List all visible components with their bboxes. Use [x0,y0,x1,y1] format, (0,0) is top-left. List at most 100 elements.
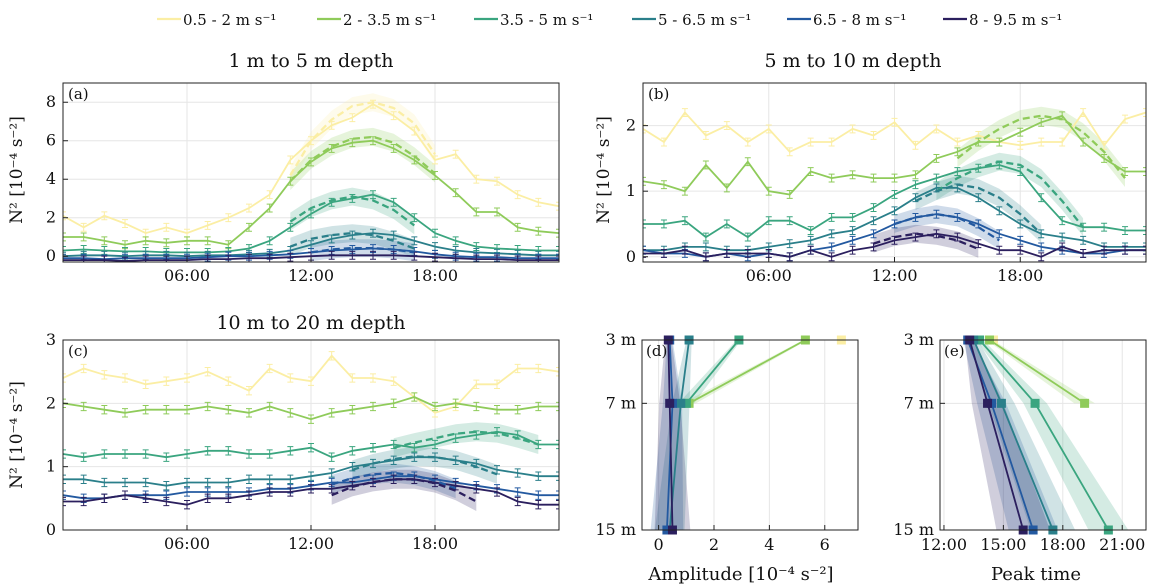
errorbar-5-4 [142,493,149,504]
errorbar-5-5 [744,249,751,258]
ytick-label-1: 7 m [606,393,636,412]
errorbar-2-10 [266,236,273,246]
errorbar-0-7 [204,220,211,230]
errorbar-4-17 [996,229,1003,239]
profile-band-2 [976,340,1129,530]
errorbar-2-21 [494,427,500,437]
errorbar-1-7 [786,190,793,199]
profile-marker-5-1 [983,398,993,408]
errorbar-3-16 [390,455,397,466]
errorbar-0-15 [954,137,961,147]
errorbar-5-9 [246,253,252,262]
errorbar-1-8 [225,404,232,415]
errorbar-5-4 [142,255,149,262]
errorbar-5-2 [681,245,688,255]
errorbar-5-16 [390,474,397,485]
errorbar-4-24 [556,490,559,500]
errorbar-3-15 [370,458,376,469]
errorbar-2-9 [246,449,252,459]
errorbar-0-12 [891,117,898,127]
panel-b-ylabel: N² [10⁻⁴ s⁻²] [594,116,614,224]
errorbar-2-5 [163,452,170,462]
profile-line-1 [688,339,806,405]
errorbar-1-4 [723,183,730,193]
errorbar-1-14 [349,404,356,415]
axes-frame [641,339,859,531]
errorbar-5-1 [80,255,87,262]
errorbar-1-9 [246,408,252,418]
errorbar-3-16 [975,193,982,203]
legend-label-4: 6.5 - 8 m s⁻¹ [813,11,906,29]
errorbar-3-17 [996,206,1003,216]
errorbar-1-18 [432,401,438,412]
errorbar-5-22 [514,255,521,262]
errorbar-5-21 [1080,249,1087,258]
errorbar-2-2 [681,216,688,226]
errorbar-2-18 [432,228,438,238]
errorbar-2-17 [411,442,418,453]
errorbar-5-10 [266,253,273,262]
ytick-label-2: 2 [626,116,636,135]
errorbar-1-19 [452,398,459,409]
errorbar-5-7 [786,252,793,262]
fit-band-0 [290,93,435,185]
errorbar-0-1 [80,363,87,374]
errorbar-1-15 [370,401,376,412]
errorbar-1-13 [328,408,335,418]
fit-line-5 [331,478,477,503]
errorbar-0-4 [142,379,149,390]
errorbar-0-22 [514,363,521,374]
errorbar-1-10 [266,203,273,213]
profile-band-3 [969,340,1076,530]
fit-band-3 [352,447,497,484]
panel-label: (b) [648,85,669,103]
errorbar-1-17 [411,392,418,402]
errorbar-1-3 [122,408,128,418]
errorbar-2-0 [643,219,646,229]
legend-label-0: 0.5 - 2 m s⁻¹ [183,11,276,29]
errorbar-3-2 [101,477,108,488]
errorbar-2-11 [287,446,294,456]
errorbar-5-2 [101,255,108,262]
errorbar-4-9 [828,242,835,252]
errorbar-2-3 [702,232,709,242]
errorbar-2-4 [142,449,149,459]
errorbar-3-8 [225,477,232,488]
errorbar-0-22 [514,190,521,200]
errorbar-5-9 [246,490,252,500]
ytick-label-2: 15 m [595,520,636,539]
errorbar-3-4 [142,477,149,488]
errorbar-2-24 [1143,226,1146,235]
errorbar-5-11 [287,487,294,497]
ytick-label-2: 15 m [893,520,934,539]
errorbar-2-13 [912,180,919,190]
ytick-label-0: 0 [46,520,56,539]
fit-band-1 [290,127,435,191]
errorbar-1-0 [63,232,66,242]
fit-band-5 [873,224,979,258]
errorbar-4-18 [1017,235,1024,245]
errorbar-0-10 [266,363,273,374]
errorbar-1-10 [849,170,856,180]
ytick-label-0: 3 m [606,330,636,349]
errorbar-4-0 [63,253,66,262]
errorbar-0-14 [349,113,356,123]
errorbar-1-1 [660,180,667,190]
errorbar-2-23 [535,439,542,450]
errorbar-1-19 [452,188,459,198]
errorbar-2-15 [370,442,376,453]
panel-b: 06:00 12:00 18:00 0 1 2 (b) [626,82,1147,285]
errorbar-2-10 [266,449,273,459]
errorbar-5-8 [225,493,232,504]
errorbar-0-11 [287,373,294,383]
errorbar-5-20 [1059,242,1066,252]
errorbar-1-7 [204,236,211,246]
errorbar-2-14 [933,173,940,183]
plot-area [940,340,1146,530]
errorbar-0-20 [1059,137,1066,147]
errorbar-1-11 [287,408,294,418]
panel-c-title: 10 m to 20 m depth [216,312,405,334]
errorbar-0-20 [473,174,480,184]
errorbar-0-2 [101,211,108,221]
errorbar-0-0 [63,211,66,221]
